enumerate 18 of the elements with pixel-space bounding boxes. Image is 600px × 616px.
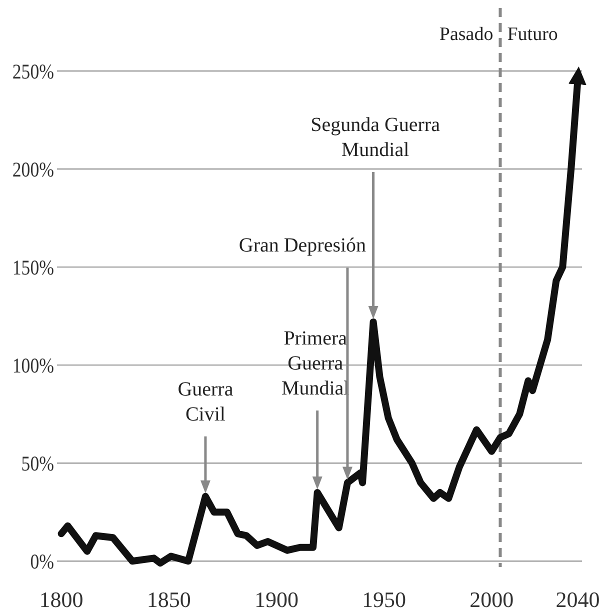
y-tick-label: 250% (12, 61, 54, 84)
x-tick-label: 1900 (254, 587, 298, 612)
x-tick-label: 1950 (362, 587, 406, 612)
text: Futuro (507, 24, 558, 45)
y-tick-label: 0% (30, 551, 54, 574)
x-tick-label: 1850 (146, 587, 191, 612)
x-tick-label: 1800 (39, 587, 84, 612)
y-tick-label: 200% (12, 159, 54, 182)
annotation: Primera Guerra Mundial (281, 328, 350, 400)
annotation: Guerra Civil (178, 378, 234, 426)
y-tick-label: 150% (12, 257, 54, 280)
y-tick-label: 100% (12, 355, 54, 378)
annotation: Segunda Guerra Mundial (310, 114, 440, 161)
x-tick-label: 2040 (556, 587, 600, 612)
y-tick-label: 50% (21, 453, 54, 476)
annotation: Gran Depresión (238, 234, 366, 257)
x-tick-label: 2000 (470, 587, 514, 612)
text: Pasado (439, 24, 494, 45)
